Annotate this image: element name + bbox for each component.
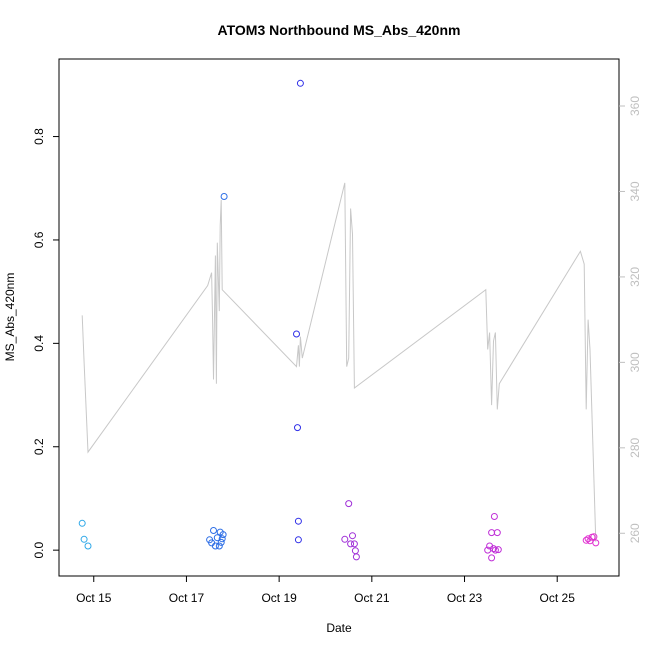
y2-tick-label: 360 <box>628 96 642 116</box>
data-point <box>586 537 594 545</box>
data-point <box>490 513 498 520</box>
y2-tick-label: 280 <box>628 437 642 457</box>
secondary-y-axis: 260 280 300 320 340 360 <box>619 96 642 543</box>
data-point <box>211 542 219 550</box>
y2-tick-label: 260 <box>628 523 642 543</box>
secondary-line-layer <box>81 182 597 542</box>
secondary-series-line <box>81 182 597 542</box>
data-point <box>80 535 88 543</box>
data-point <box>294 536 302 544</box>
y-tick-label: 0.0 <box>32 541 46 558</box>
data-point <box>590 533 598 541</box>
data-point <box>350 540 358 548</box>
data-point <box>582 536 590 544</box>
y-tick-label: 0.8 <box>32 128 46 145</box>
points-layer <box>78 79 600 562</box>
x-tick-label: Oct 25 <box>540 591 576 605</box>
data-point <box>220 193 228 200</box>
data-point <box>84 542 92 550</box>
y2-tick-label: 300 <box>628 352 642 372</box>
data-point <box>351 547 359 555</box>
data-point <box>210 527 217 534</box>
data-point <box>349 532 356 540</box>
data-point <box>294 424 301 432</box>
data-point <box>584 535 592 543</box>
y-tick-label: 0.6 <box>32 231 46 248</box>
data-point <box>78 519 86 527</box>
data-point <box>294 517 302 525</box>
data-point <box>494 546 502 554</box>
data-point <box>493 529 501 537</box>
data-point <box>215 542 223 550</box>
data-point <box>213 534 221 542</box>
x-tick-label: Oct 23 <box>447 591 483 605</box>
data-point <box>490 545 497 553</box>
y2-tick-label: 320 <box>628 267 642 287</box>
y-tick-label: 0.4 <box>32 335 46 352</box>
y-tick-label: 0.2 <box>32 438 46 455</box>
x-tick-label: Oct 17 <box>169 591 205 605</box>
data-point <box>217 538 225 546</box>
data-point <box>293 330 300 338</box>
x-tick-label: Oct 21 <box>354 591 390 605</box>
data-point <box>488 554 496 562</box>
y-axis: 0.0 0.2 0.4 0.6 0.8 <box>32 128 59 558</box>
plot-frame <box>58 58 620 577</box>
data-point <box>345 500 353 508</box>
x-axis-label: Date <box>326 621 352 635</box>
data-point <box>491 546 499 554</box>
chart-title: ATOM3 Northbound MS_Abs_420nm <box>218 22 461 38</box>
data-point <box>219 531 227 539</box>
data-point <box>352 553 360 561</box>
data-point <box>592 539 600 547</box>
data-point <box>347 540 355 548</box>
data-point <box>341 535 349 543</box>
y2-tick-label: 340 <box>628 181 642 201</box>
y-axis-label: MS_Abs_420nm <box>3 273 17 362</box>
x-tick-label: Oct 15 <box>76 591 112 605</box>
x-axis: Oct 15 Oct 17 Oct 19 Oct 21 Oct 23 Oct 25 <box>76 576 575 605</box>
data-point <box>488 529 496 537</box>
data-point <box>218 535 226 543</box>
data-point <box>296 79 304 87</box>
x-tick-label: Oct 19 <box>261 591 297 605</box>
